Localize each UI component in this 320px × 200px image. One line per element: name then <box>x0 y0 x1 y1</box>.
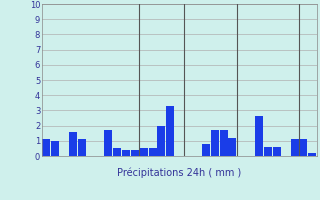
Bar <box>77 139 85 156</box>
Bar <box>42 139 50 156</box>
Bar <box>69 132 77 156</box>
Bar <box>264 147 272 156</box>
Bar <box>220 130 228 156</box>
Bar <box>51 141 59 156</box>
Bar <box>300 139 308 156</box>
Bar <box>140 148 148 156</box>
Bar <box>308 153 316 156</box>
Bar <box>202 144 210 156</box>
Bar <box>273 147 281 156</box>
Bar <box>255 116 263 156</box>
Bar <box>291 139 299 156</box>
Bar <box>228 138 236 156</box>
Bar <box>104 130 112 156</box>
Bar <box>122 150 130 156</box>
Bar <box>131 150 139 156</box>
X-axis label: Précipitations 24h ( mm ): Précipitations 24h ( mm ) <box>117 167 241 178</box>
Bar <box>157 126 165 156</box>
Bar <box>166 106 174 156</box>
Bar <box>148 148 156 156</box>
Bar <box>113 148 121 156</box>
Bar <box>211 130 219 156</box>
